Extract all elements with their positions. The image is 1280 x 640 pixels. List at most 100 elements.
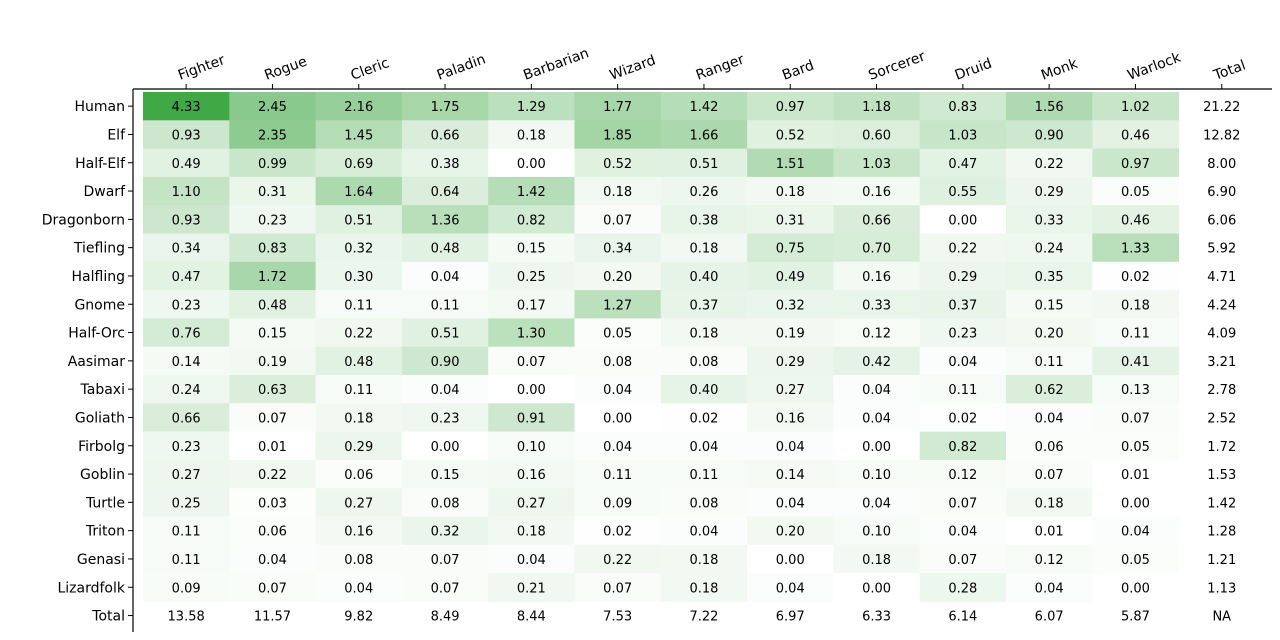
heatmap-cell bbox=[229, 459, 317, 489]
heatmap-cell bbox=[401, 261, 489, 291]
row-label: Triton bbox=[85, 524, 125, 540]
cell-value-label: 0.12 bbox=[1035, 553, 1064, 568]
cell-value-label: 0.11 bbox=[1035, 355, 1064, 370]
cell-value-label: 0.04 bbox=[603, 440, 632, 455]
cell-value-label: 0.02 bbox=[603, 525, 632, 540]
cell-value-label: 0.18 bbox=[517, 525, 546, 540]
cell-value-label: 0.00 bbox=[948, 213, 977, 228]
cell-value-label: 0.16 bbox=[862, 270, 891, 285]
heatmap-cell bbox=[833, 233, 921, 263]
heatmap-cell bbox=[1006, 233, 1093, 263]
heatmap-cell bbox=[401, 544, 489, 574]
cell-value-label: 0.90 bbox=[431, 355, 460, 370]
cell-value-label: 0.20 bbox=[603, 270, 632, 285]
heatmap-cell bbox=[1006, 120, 1093, 150]
heatmap-cell bbox=[315, 176, 403, 206]
cell-value-label: 0.99 bbox=[258, 157, 287, 172]
column-label: Druid bbox=[953, 56, 994, 84]
heatmap-cell bbox=[1092, 488, 1180, 517]
heatmap-cell bbox=[315, 92, 403, 121]
cell-value-label: 0.04 bbox=[689, 525, 718, 540]
cell-value-label: 0.69 bbox=[344, 157, 373, 172]
cell-value-label: 0.04 bbox=[1035, 581, 1064, 596]
cell-value-label: 0.14 bbox=[776, 468, 805, 483]
heatmap-cell bbox=[660, 459, 748, 489]
heatmap-cell bbox=[143, 176, 230, 206]
cell-value-label: 0.18 bbox=[344, 411, 373, 426]
heatmap-cell bbox=[143, 459, 230, 489]
heatmap-cell bbox=[315, 403, 403, 433]
column-label: Fighter bbox=[176, 52, 227, 84]
heatmap-cell bbox=[747, 120, 834, 150]
column-total-label: 7.53 bbox=[603, 610, 632, 625]
row-label: Tabaxi bbox=[80, 382, 125, 398]
heatmap-cell bbox=[401, 431, 489, 461]
heatmap-cell bbox=[833, 176, 921, 206]
cell-value-label: 0.18 bbox=[689, 553, 718, 568]
heatmap-cell bbox=[229, 431, 317, 461]
cell-value-label: 0.55 bbox=[948, 185, 977, 200]
cell-value-label: 0.10 bbox=[862, 468, 891, 483]
cell-value-label: 0.21 bbox=[517, 581, 546, 596]
cell-value-label: 0.34 bbox=[172, 242, 201, 257]
cell-value-label: 0.07 bbox=[948, 553, 977, 568]
heatmap-cell bbox=[833, 148, 921, 178]
cell-value-label: 0.49 bbox=[776, 270, 805, 285]
heatmap-cell bbox=[488, 205, 575, 234]
heatmap-cell bbox=[229, 403, 317, 433]
row-label: Turtle bbox=[85, 495, 125, 511]
heatmap-cell bbox=[747, 346, 834, 376]
heatmap-cell bbox=[1092, 148, 1180, 178]
heatmap-cell bbox=[401, 92, 489, 121]
cell-value-label: 0.06 bbox=[344, 468, 373, 483]
heatmap-cell bbox=[488, 431, 575, 461]
cell-value-label: 0.27 bbox=[517, 496, 546, 511]
cell-value-label: 0.93 bbox=[172, 213, 201, 228]
heatmap-cell bbox=[488, 346, 575, 376]
row-total-label: 5.92 bbox=[1207, 242, 1236, 257]
cell-value-label: 0.11 bbox=[344, 383, 373, 398]
heatmap-cell bbox=[574, 290, 662, 319]
row-total-label: 1.42 bbox=[1207, 496, 1236, 511]
axes bbox=[132, 88, 1272, 632]
cell-value-label: 0.00 bbox=[1121, 496, 1150, 511]
cell-value-label: 0.15 bbox=[1035, 298, 1064, 313]
cell-value-label: 0.66 bbox=[862, 213, 891, 228]
heatmap-cell bbox=[919, 375, 1007, 404]
heatmap-cell bbox=[401, 488, 489, 517]
heatmap-cell bbox=[1006, 92, 1093, 121]
cell-value-label: 0.29 bbox=[344, 440, 373, 455]
heatmap-cell bbox=[229, 120, 317, 150]
heatmap-cell bbox=[747, 573, 834, 602]
heatmap-cell bbox=[833, 318, 921, 348]
cell-value-label: 0.00 bbox=[776, 553, 805, 568]
cell-value-label: 0.40 bbox=[689, 270, 718, 285]
heatmap-cell bbox=[401, 459, 489, 489]
cell-value-label: 1.51 bbox=[776, 157, 805, 172]
cell-value-label: 0.48 bbox=[258, 298, 287, 313]
cell-value-label: 0.20 bbox=[1035, 327, 1064, 342]
cell-value-label: 0.04 bbox=[431, 270, 460, 285]
cell-value-label: 0.51 bbox=[344, 213, 373, 228]
heatmap-cell bbox=[315, 318, 403, 348]
cell-value-label: 0.09 bbox=[172, 581, 201, 596]
row-label: Halfling bbox=[72, 269, 125, 285]
heatmap-cell bbox=[833, 261, 921, 291]
heatmap-cell bbox=[1092, 544, 1180, 574]
heatmap-cell bbox=[143, 431, 230, 461]
cell-value-label: 0.51 bbox=[431, 327, 460, 342]
heatmap-cell bbox=[574, 120, 662, 150]
heatmap-cell bbox=[919, 488, 1007, 517]
heatmap-cell bbox=[401, 205, 489, 234]
heatmap-cell bbox=[229, 205, 317, 234]
cell-value-label: 0.63 bbox=[258, 383, 287, 398]
cell-value-label: 0.24 bbox=[172, 383, 201, 398]
heatmap-cell bbox=[747, 459, 834, 489]
heatmap-cell bbox=[488, 573, 575, 602]
cell-value-label: 1.42 bbox=[689, 100, 718, 115]
cell-value-label: 0.08 bbox=[344, 553, 373, 568]
row-total-label: 3.21 bbox=[1207, 355, 1236, 370]
cell-value-label: 0.04 bbox=[1035, 411, 1064, 426]
cell-value-label: 0.04 bbox=[603, 383, 632, 398]
cell-value-label: 1.42 bbox=[517, 185, 546, 200]
